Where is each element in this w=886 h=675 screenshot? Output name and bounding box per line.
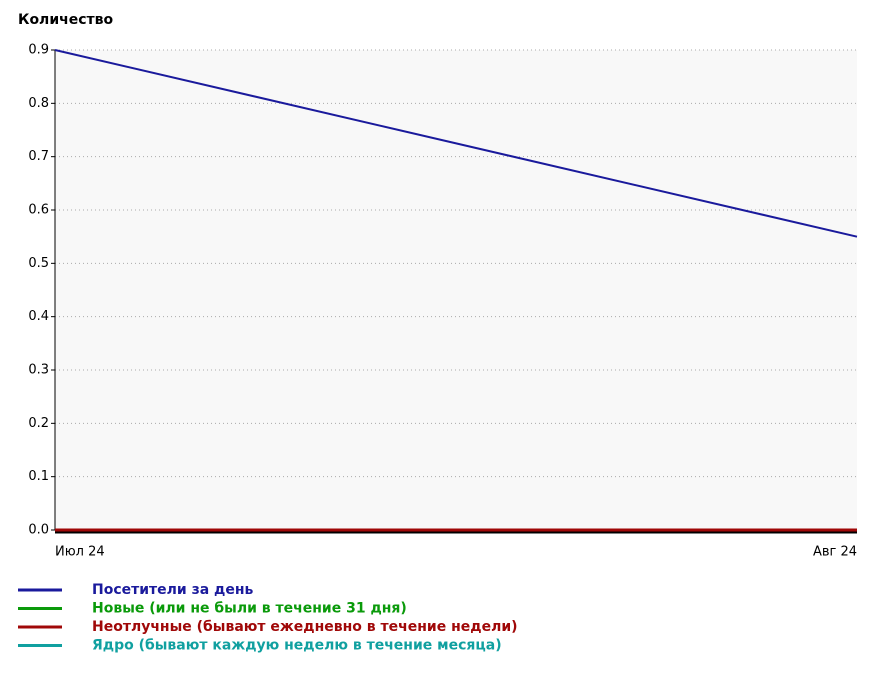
x-tick-label: Авг 24 xyxy=(813,545,857,560)
plot-area xyxy=(55,50,857,530)
y-tick-label: 0.2 xyxy=(28,416,49,431)
y-tick-label: 0.4 xyxy=(28,309,49,324)
x-tick-label: Июл 24 xyxy=(55,545,105,560)
legend-label: Ядро (бывают каждую неделю в течение мес… xyxy=(92,638,502,654)
legend-label: Посетители за день xyxy=(92,582,254,598)
y-tick-label: 0.3 xyxy=(28,363,49,378)
legend-label: Неотлучные (бывают ежедневно в течение н… xyxy=(92,619,518,635)
y-tick-label: 0.7 xyxy=(28,149,49,164)
y-tick-label: 0.1 xyxy=(28,469,49,484)
y-tick-label: 0.9 xyxy=(28,43,49,58)
y-tick-label: 0.0 xyxy=(28,523,49,538)
legend-label: Новые (или не были в течение 31 дня) xyxy=(92,601,407,617)
y-tick-label: 0.6 xyxy=(28,203,49,218)
y-tick-label: 0.8 xyxy=(28,96,49,111)
series-line xyxy=(54,49,858,238)
y-axis-title: Количество xyxy=(18,12,114,28)
y-tick-label: 0.5 xyxy=(28,256,49,271)
